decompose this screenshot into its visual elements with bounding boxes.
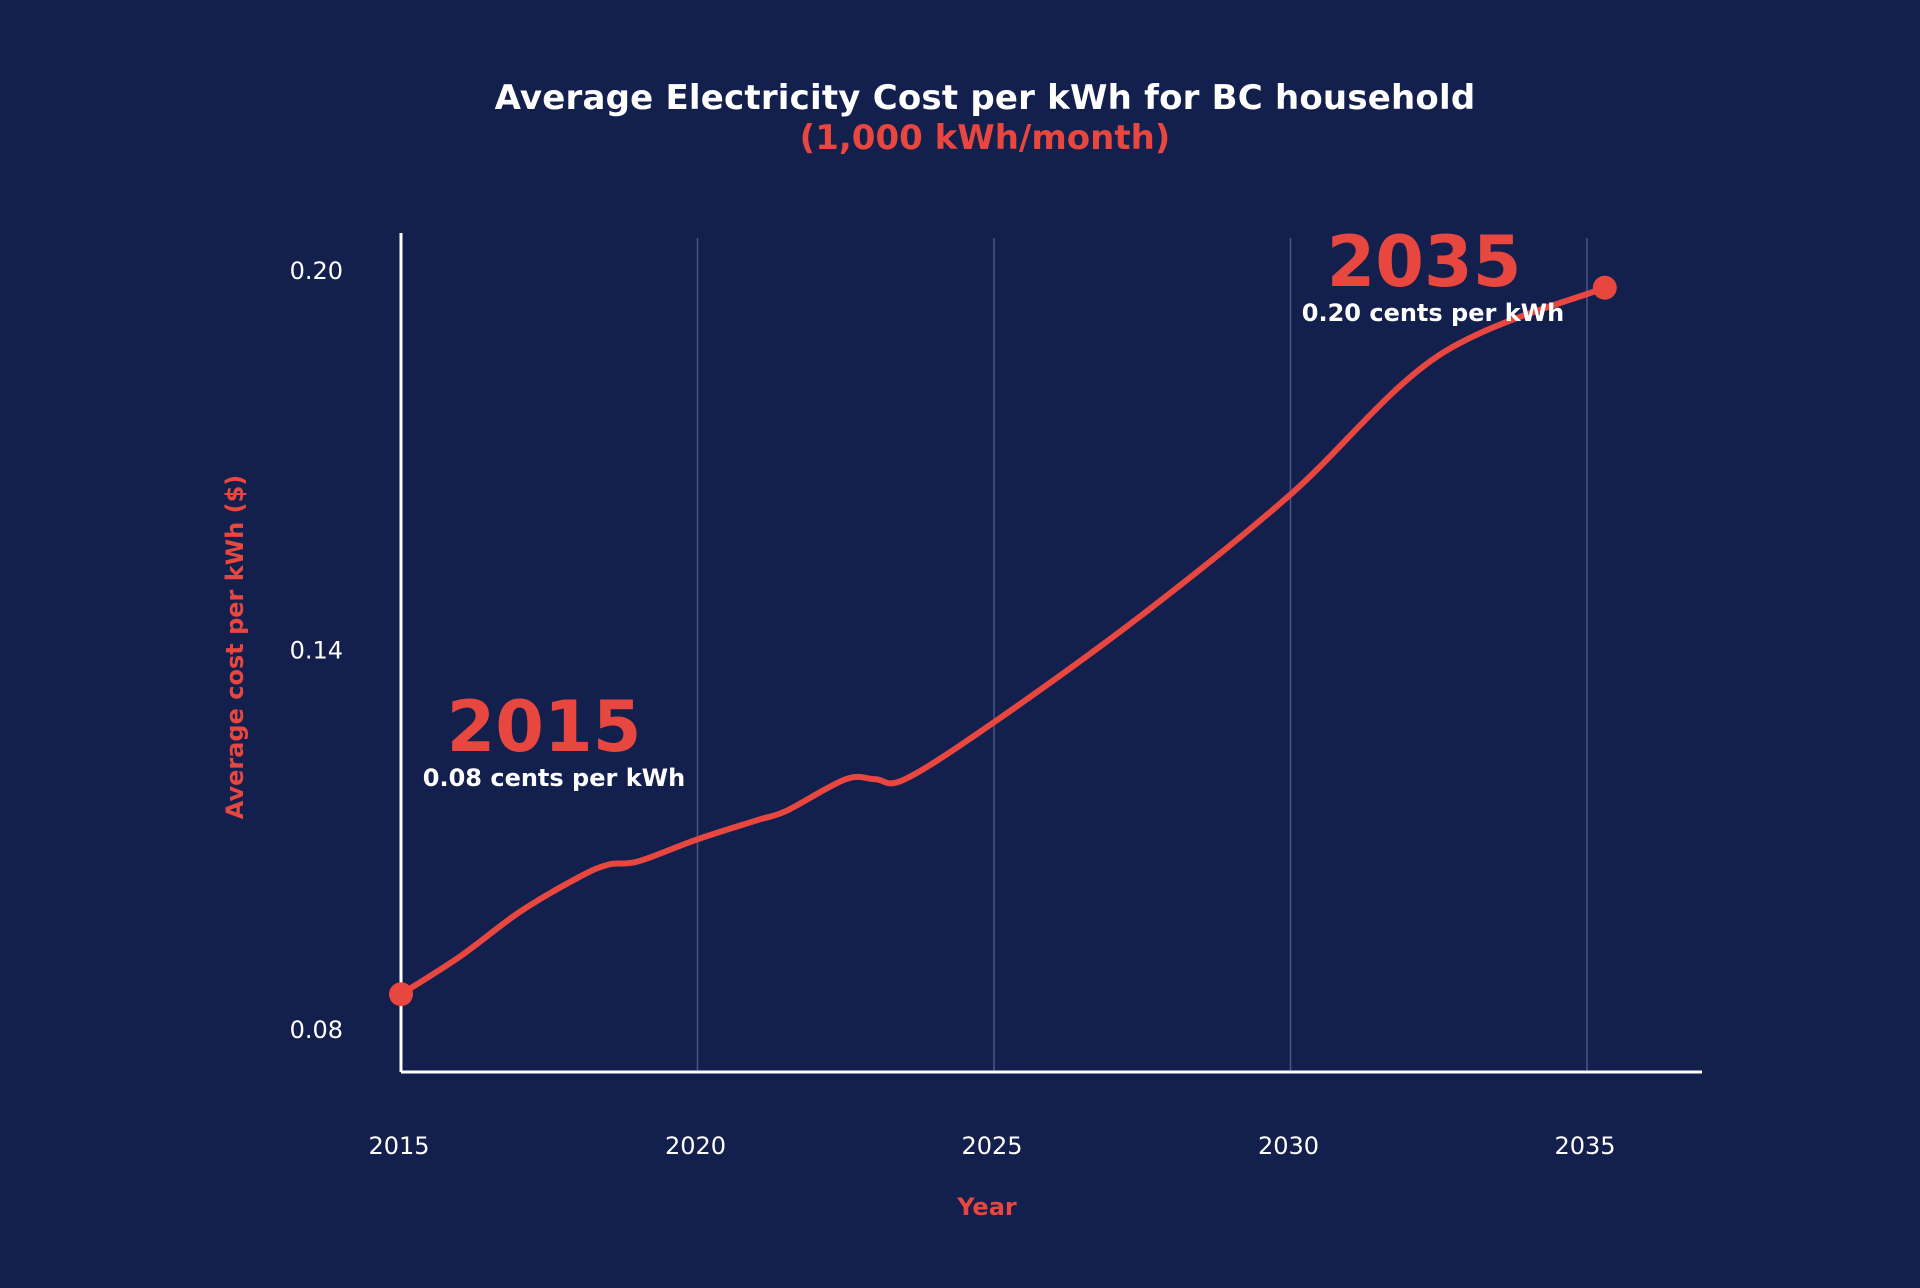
chart-subtitle: (1,000 kWh/month) <box>799 118 1171 158</box>
y-tick-label: 0.14 <box>290 637 343 665</box>
x-tick-label: 2020 <box>665 1132 726 1160</box>
annotation-2015-year: 2015 <box>447 686 642 768</box>
x-tick-label: 2025 <box>961 1132 1022 1160</box>
y-axis-title: Average cost per kWh ($) <box>221 475 249 819</box>
data-point-2035 <box>1592 275 1617 300</box>
y-tick-label: 0.20 <box>290 257 343 285</box>
annotation-2015-text: 0.08 cents per kWh <box>423 764 685 792</box>
y-tick-labels: 0.20 0.14 0.08 <box>290 257 343 1044</box>
grid-lines <box>696 238 1588 1072</box>
annotation-2035-year: 2035 <box>1327 221 1522 303</box>
x-tick-label: 2015 <box>368 1132 429 1160</box>
data-point-2015 <box>389 982 413 1007</box>
x-tick-labels: 2015 2020 2025 2030 2035 <box>368 1132 1615 1160</box>
annotation-2035-text: 0.20 cents per kWh <box>1302 299 1564 327</box>
x-axis-title: Year <box>956 1193 1017 1221</box>
y-tick-label: 0.08 <box>290 1016 343 1044</box>
chart-title: Average Electricity Cost per kWh for BC … <box>494 78 1476 118</box>
x-tick-label: 2035 <box>1554 1132 1615 1160</box>
x-tick-label: 2030 <box>1258 1132 1319 1160</box>
series-line-cost <box>398 284 1608 998</box>
